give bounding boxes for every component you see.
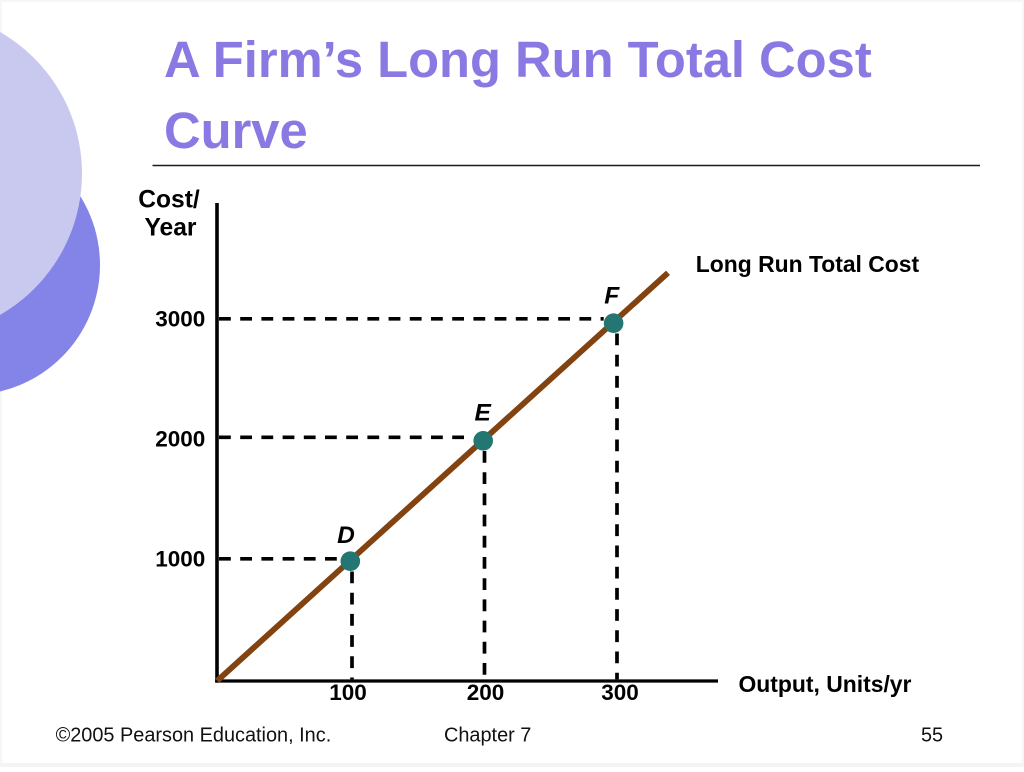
svg-text:F: F	[604, 283, 620, 310]
svg-text:Chapter 7: Chapter 7	[444, 725, 531, 747]
svg-text:2000: 2000	[155, 427, 205, 452]
svg-text:E: E	[475, 400, 492, 427]
svg-text:Cost/: Cost/	[138, 187, 200, 214]
svg-text:©2005 Pearson Education, Inc.: ©2005 Pearson Education, Inc.	[56, 725, 332, 747]
svg-text:3000: 3000	[155, 307, 205, 332]
svg-text:55: 55	[921, 725, 943, 747]
svg-text:Long Run Total Cost: Long Run Total Cost	[696, 251, 920, 277]
svg-text:D: D	[337, 522, 355, 549]
svg-text:100: 100	[329, 680, 367, 705]
svg-text:300: 300	[601, 680, 639, 705]
svg-text:A Firm’s Long Run Total Cost: A Firm’s Long Run Total Cost	[164, 31, 872, 88]
svg-text:Output, Units/yr: Output, Units/yr	[739, 671, 912, 697]
svg-text:Year: Year	[145, 215, 197, 242]
svg-text:Curve: Curve	[164, 102, 308, 159]
svg-text:200: 200	[467, 680, 505, 705]
svg-text:1000: 1000	[155, 547, 205, 572]
